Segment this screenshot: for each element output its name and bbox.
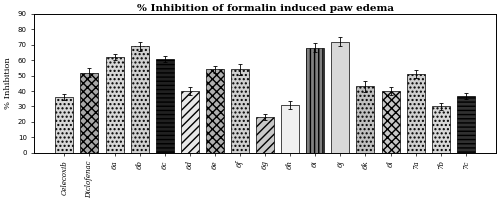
- Bar: [206, 69, 224, 153]
- Bar: [80, 73, 98, 153]
- Bar: [356, 86, 374, 153]
- Bar: [130, 46, 148, 153]
- Bar: [56, 97, 74, 153]
- Bar: [406, 74, 424, 153]
- Bar: [382, 91, 400, 153]
- Bar: [457, 96, 475, 153]
- Bar: [231, 69, 249, 153]
- Bar: [281, 105, 299, 153]
- Y-axis label: % Inhibition: % Inhibition: [4, 57, 12, 109]
- Bar: [256, 117, 274, 153]
- Bar: [432, 106, 450, 153]
- Title: % Inhibition of formalin induced paw edema: % Inhibition of formalin induced paw ede…: [136, 4, 394, 13]
- Bar: [106, 57, 124, 153]
- Bar: [332, 42, 349, 153]
- Bar: [181, 91, 199, 153]
- Bar: [306, 48, 324, 153]
- Bar: [156, 59, 174, 153]
